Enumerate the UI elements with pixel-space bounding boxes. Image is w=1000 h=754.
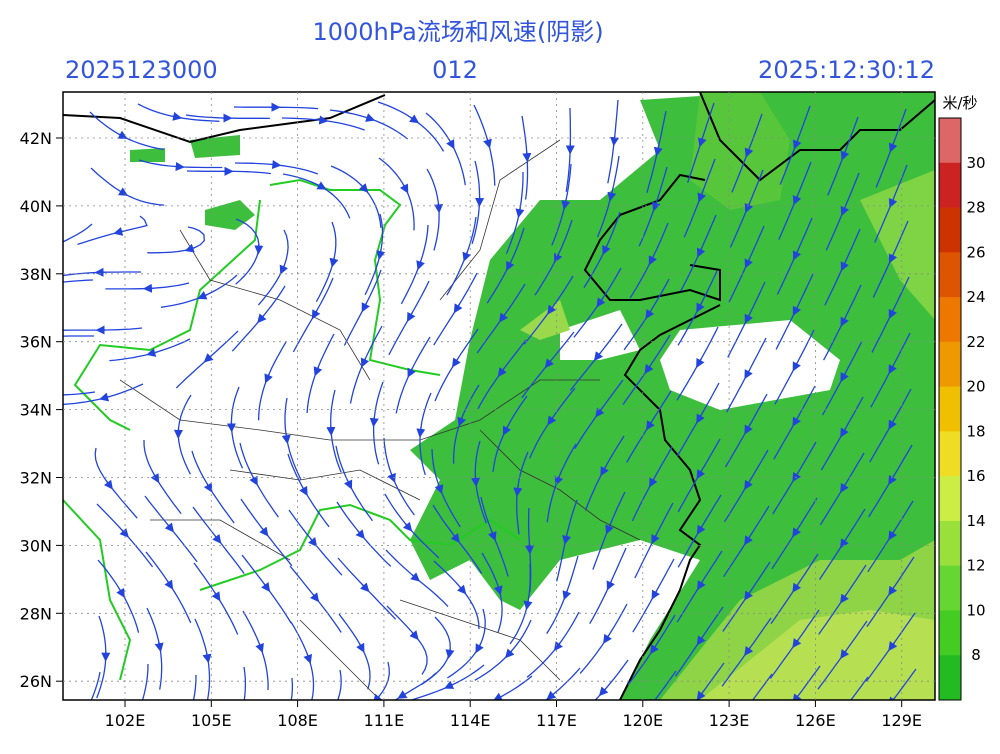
streamline-arrow [420,428,421,434]
lat-label: 34N [20,401,52,420]
colorbar: 米/秒 30 28 26 24 22 20 18 16 14 12 10 8 [939,94,986,701]
colorbar-segment [939,208,961,253]
colorbar-segment [939,387,961,432]
colorbar-label: 10 [966,601,985,619]
lon-label: 120E [622,711,663,730]
streamline-arrow [286,434,287,440]
streamline-arrow [614,136,615,142]
lon-label: 123E [709,711,750,730]
streamline-arrow [374,417,375,423]
valid-time: 2025:12:30:12 [758,56,935,84]
colorbar-segment [939,252,961,297]
lat-label: 32N [20,469,52,488]
streamline-arrow [333,705,336,710]
lat-label: 38N [20,265,52,284]
lon-label: 111E [364,711,405,730]
colorbar-label: 30 [966,154,985,172]
colorbar-label: 24 [966,288,985,306]
map-title: 1000hPa流场和风速(阴影) [312,18,603,46]
lat-label: 42N [20,129,52,148]
streamline-arrow [51,283,57,284]
lat-label: 40N [20,197,52,216]
init-time: 2025123000 [65,56,218,84]
lon-label: 102E [105,711,146,730]
colorbar-label: 26 [966,243,985,261]
lat-label: 28N [20,604,52,623]
streamline-arrow [843,706,847,711]
lat-label: 36N [20,333,52,352]
map-area [10,92,935,750]
streamline-arrow [243,703,244,709]
colorbar-segment [939,655,961,700]
lon-label: 129E [881,711,922,730]
streamline-arrow [438,203,439,209]
colorbar-label: 28 [966,199,985,217]
colorbar-segment [939,566,961,611]
colorbar-segment [939,521,961,566]
colorbar-label: 12 [966,557,985,575]
colorbar-segment [939,476,961,521]
streamline-arrow [747,703,751,708]
forecast-hour: 012 [432,56,478,84]
streamline-arrow [271,164,277,165]
colorbar-label: 14 [966,512,985,530]
streamline-arrow [86,706,89,711]
colorbar-label: 18 [966,422,985,440]
streamline-arrow [475,477,476,483]
colorbar-segment [939,610,961,655]
lat-label: 30N [20,536,52,555]
streamline-arrow [517,487,518,493]
lon-label: 117E [536,711,577,730]
colorbar-label: 8 [971,646,981,664]
streamline-arrow [56,243,61,246]
lon-label: 126E [795,711,836,730]
lon-label: 108E [277,711,318,730]
streamline-arrow [174,166,180,167]
colorbar-segment [939,118,961,163]
colorbar-segment [939,297,961,342]
streamline-arrow [651,700,655,705]
colorbar-segment [939,342,961,387]
colorbar-segment [939,163,961,208]
lon-label: 105E [191,711,232,730]
lon-label: 114E [450,711,491,730]
colorbar-label: 20 [966,378,985,396]
lat-label: 26N [20,672,52,691]
colorbar-unit: 米/秒 [942,94,977,112]
colorbar-segment [939,431,961,476]
colorbar-label: 16 [966,467,985,485]
streamline-arrow [318,120,324,121]
colorbar-label: 22 [966,333,985,351]
